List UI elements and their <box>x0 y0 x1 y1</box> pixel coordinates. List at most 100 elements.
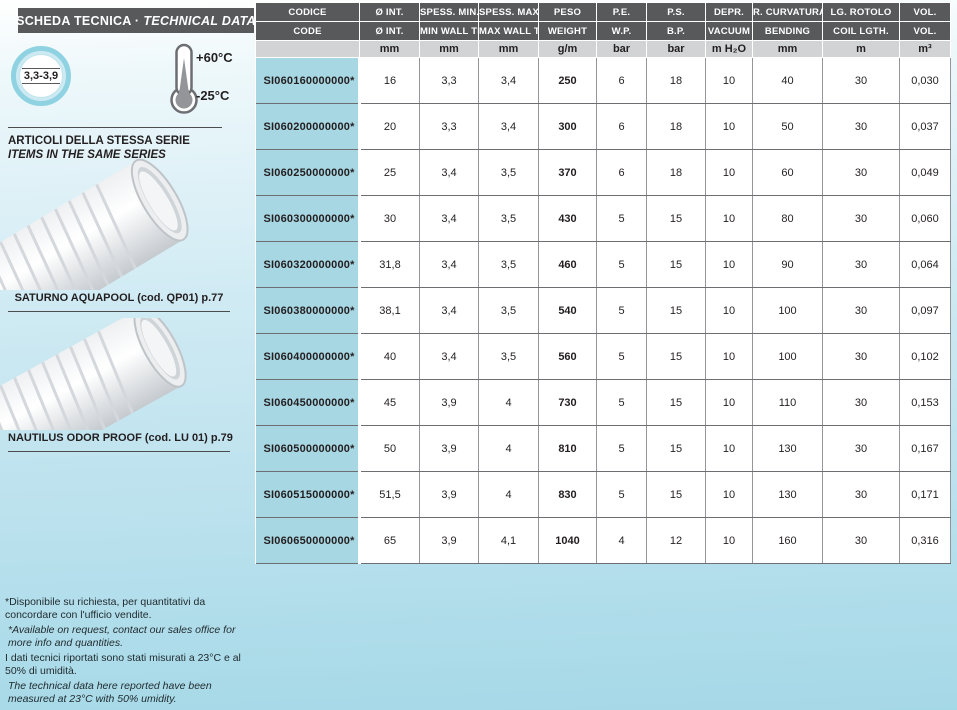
value-cell: 30 <box>822 103 900 150</box>
table-row: SI060250000000* 25 3,4 3,5 370 6 18 10 60 30 0,049 <box>255 149 951 196</box>
column-unit-7: m H₂O <box>705 40 753 58</box>
value-cell: 18 <box>646 149 706 196</box>
column-header-en-3: MAX WALL TH. <box>478 21 539 41</box>
value-cell: 60 <box>752 149 823 196</box>
value-cell: 3,9 <box>419 471 479 518</box>
value-cell: 30 <box>359 195 420 242</box>
value-cell: 5 <box>596 425 647 472</box>
table-row: SI060320000000* 31,8 3,4 3,5 460 5 15 10 90 30 0,0… <box>255 241 951 288</box>
column-unit-10: m³ <box>899 40 951 58</box>
value-cell: 15 <box>646 333 706 380</box>
value-cell: 31,8 <box>359 241 420 288</box>
value-cell: 10 <box>705 471 753 518</box>
value-cell: 3,4 <box>478 57 539 104</box>
column-header-en-10: VOL. <box>899 21 951 41</box>
value-cell: 3,4 <box>419 333 479 380</box>
value-cell: 18 <box>646 57 706 104</box>
column-unit-6: bar <box>646 40 706 58</box>
value-cell: 10 <box>705 287 753 334</box>
value-cell: 3,5 <box>478 195 539 242</box>
value-cell: 6 <box>596 103 647 150</box>
value-cell: 4 <box>478 471 539 518</box>
value-cell: 1040 <box>538 517 597 564</box>
table-row: SI060450000000* 45 3,9 4 730 5 15 10 110 30 0,153 <box>255 379 951 426</box>
value-cell: 50 <box>752 103 823 150</box>
product-code-cell: SI060160000000* <box>255 57 361 104</box>
value-cell: 0,171 <box>899 471 951 518</box>
value-cell: 0,030 <box>899 57 951 104</box>
column-header-it-1: Ø INT. <box>359 2 420 22</box>
footnotes: *Disponibile su richiesta, per quantitat… <box>5 596 253 708</box>
value-cell: 10 <box>705 425 753 472</box>
value-cell: 30 <box>822 517 900 564</box>
value-cell: 5 <box>596 333 647 380</box>
value-cell: 30 <box>822 241 900 288</box>
value-cell: 5 <box>596 379 647 426</box>
value-cell: 38,1 <box>359 287 420 334</box>
product-code-cell: SI060250000000* <box>255 149 361 196</box>
value-cell: 3,5 <box>478 287 539 334</box>
value-cell: 10 <box>705 379 753 426</box>
value-cell: 16 <box>359 57 420 104</box>
series-title-en: ITEMS IN THE SAME SERIES <box>8 149 166 161</box>
value-cell: 0,153 <box>899 379 951 426</box>
column-header-it-8: R. CURVATURA <box>752 2 823 22</box>
value-cell: 40 <box>359 333 420 380</box>
value-cell: 5 <box>596 195 647 242</box>
value-cell: 4 <box>596 517 647 564</box>
related-product-saturno: SATURNO AQUAPOOL (cod. QP01) p.77 <box>0 158 250 312</box>
value-cell: 130 <box>752 425 823 472</box>
value-cell: 15 <box>646 471 706 518</box>
value-cell: 18 <box>646 103 706 150</box>
value-cell: 6 <box>596 57 647 104</box>
value-cell: 10 <box>705 517 753 564</box>
column-unit-4: g/m <box>538 40 597 58</box>
value-cell: 560 <box>538 333 597 380</box>
column-unit-9: m <box>822 40 900 58</box>
table-row: SI060650000000* 65 3,9 4,1 1040 4 12 10 160 30 0,3… <box>255 517 951 564</box>
value-cell: 30 <box>822 287 900 334</box>
product-code-cell: SI060400000000* <box>255 333 361 380</box>
value-cell: 30 <box>822 57 900 104</box>
value-cell: 110 <box>752 379 823 426</box>
column-header-it-2: SPESS. MIN. <box>419 2 479 22</box>
table-row: SI060400000000* 40 3,4 3,5 560 5 15 10 100 30 0,10… <box>255 333 951 380</box>
series-title-it: ARTICOLI DELLA STESSA SERIE <box>8 135 190 147</box>
value-cell: 100 <box>752 287 823 334</box>
column-header-it-10: VOL. <box>899 2 951 22</box>
value-cell: 370 <box>538 149 597 196</box>
value-cell: 10 <box>705 57 753 104</box>
value-cell: 15 <box>646 195 706 242</box>
table-row: SI060380000000* 38,1 3,4 3,5 540 5 15 10 100 30 0,… <box>255 287 951 334</box>
footnote-conditions-en: The technical data here reported have be… <box>8 680 212 705</box>
product-code-cell: SI060500000000* <box>255 425 361 472</box>
product-code-cell: SI060200000000* <box>255 103 361 150</box>
page-title: SCHEDA TECNICA · TECHNICAL DATA <box>16 8 256 33</box>
column-header-en-5: W.P. <box>596 21 647 41</box>
value-cell: 3,9 <box>419 425 479 472</box>
footnote-availability-it: *Disponibile su richiesta, per quantitat… <box>5 596 206 621</box>
value-cell: 0,167 <box>899 425 951 472</box>
value-cell: 3,5 <box>478 149 539 196</box>
column-header-en-0: CODE <box>255 21 360 41</box>
table-row: SI060500000000* 50 3,9 4 810 5 15 10 130 30 0,167 <box>255 425 951 472</box>
value-cell: 4 <box>478 379 539 426</box>
value-cell: 40 <box>752 57 823 104</box>
value-cell: 3,3 <box>419 103 479 150</box>
value-cell: 3,9 <box>419 517 479 564</box>
value-cell: 3,4 <box>419 241 479 288</box>
product-code-cell: SI060380000000* <box>255 287 361 334</box>
value-cell: 3,9 <box>419 379 479 426</box>
value-cell: 130 <box>752 471 823 518</box>
value-cell: 3,3 <box>419 57 479 104</box>
value-cell: 160 <box>752 517 823 564</box>
column-header-en-2: MIN WALL TH. <box>419 21 479 41</box>
value-cell: 3,5 <box>478 241 539 288</box>
value-cell: 15 <box>646 425 706 472</box>
value-cell: 30 <box>822 471 900 518</box>
value-cell: 30 <box>822 379 900 426</box>
value-cell: 20 <box>359 103 420 150</box>
value-cell: 0,097 <box>899 287 951 334</box>
column-unit-0 <box>255 40 360 58</box>
